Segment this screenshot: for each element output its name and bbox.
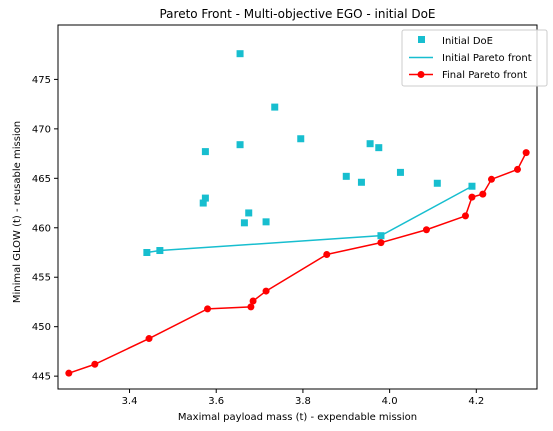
y-axis-label: Minimal GLOW (t) - reusable mission — [12, 121, 23, 303]
x-tick-label: 4.0 — [382, 396, 398, 407]
legend-marker-final-pareto-front — [417, 71, 425, 78]
final-pareto-front-point — [377, 239, 385, 247]
tick-marks: 3.4 3.6 3.8 4.0 4.2 445 450 455 460 465 470 475 — [32, 75, 484, 407]
legend-label-final-pareto-front: Final Pareto front — [442, 70, 527, 81]
initial-pareto-front-line — [146, 185, 473, 254]
y-tick-label: 450 — [32, 322, 51, 333]
final-pareto-front-point — [487, 175, 495, 183]
final-pareto-front-point — [422, 226, 430, 234]
initial-doe-point — [262, 218, 270, 226]
initial-doe-point — [245, 209, 253, 217]
final-pareto-front-point — [461, 212, 469, 220]
initial-doe-point — [366, 140, 374, 148]
legend-swatch-initial-doe — [418, 36, 425, 43]
plot-series — [65, 50, 530, 377]
x-axis-label: Maximal payload mass (t) - expendable mi… — [178, 412, 417, 423]
y-tick-label: 445 — [32, 372, 51, 383]
legend: Initial DoE Initial Pareto front Final P… — [401, 29, 548, 87]
final-pareto-front-point — [479, 190, 487, 198]
initial-doe-point — [433, 179, 441, 187]
y-tick-label: 470 — [32, 124, 51, 135]
y-tick-label: 460 — [32, 223, 51, 234]
final-pareto-front-point — [249, 297, 257, 305]
final-pareto-front-point — [91, 360, 99, 368]
initial-doe-point — [396, 168, 404, 176]
final-pareto-front-point — [247, 303, 255, 311]
initial-doe-point — [271, 103, 279, 111]
initial-doe-point — [375, 144, 383, 152]
final-pareto-front-point — [204, 305, 212, 313]
final-pareto-front-point — [468, 193, 476, 201]
x-tick-label: 3.8 — [295, 396, 311, 407]
final-pareto-front-point — [513, 165, 521, 173]
final-pareto-front-point — [522, 149, 530, 157]
x-tick-label: 3.6 — [208, 396, 224, 407]
initial-doe-point — [199, 199, 207, 207]
initial-doe-point — [201, 148, 209, 156]
final-pareto-front-point — [323, 250, 331, 258]
plot-frame — [57, 24, 538, 390]
x-tick-label: 3.4 — [122, 396, 138, 407]
initial-doe-point — [236, 141, 244, 149]
final-pareto-front-point — [262, 287, 270, 295]
final-pareto-front-point — [145, 335, 153, 343]
y-tick-label: 455 — [32, 273, 51, 284]
y-tick-label: 475 — [32, 75, 51, 86]
initial-doe-point — [201, 194, 209, 202]
final-pareto-front-line — [68, 152, 527, 374]
axes — [57, 24, 538, 390]
x-tick-label: 4.2 — [468, 396, 484, 407]
legend-label-initial-doe: Initial DoE — [442, 36, 493, 47]
initial-doe-point — [236, 50, 244, 58]
initial-doe-point — [357, 178, 365, 186]
initial-doe-point — [240, 219, 248, 227]
y-tick-label: 465 — [32, 174, 51, 185]
legend-box — [401, 29, 548, 87]
legend-label-initial-pareto-front: Initial Pareto front — [442, 53, 532, 64]
chart-title: Pareto Front - Multi-objective EGO - ini… — [159, 7, 435, 21]
initial-doe-point — [342, 172, 350, 180]
final-pareto-front-point — [65, 369, 73, 377]
initial-doe-point — [297, 135, 305, 143]
